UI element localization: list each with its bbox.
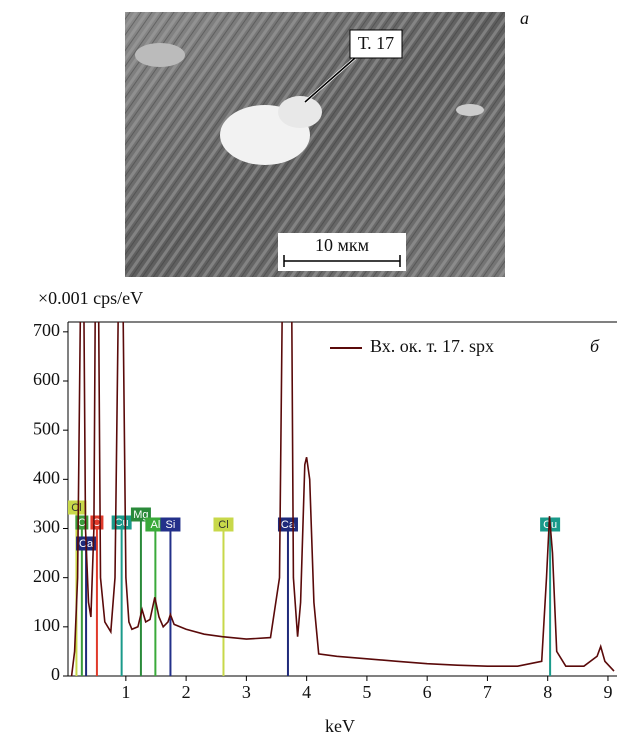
legend-label: Вх. ок. т. 17. spx — [370, 336, 494, 356]
element-label: Al — [150, 519, 160, 531]
x-tick-label: 7 — [483, 682, 492, 702]
y-tick-label: 500 — [33, 418, 60, 438]
scale-box — [278, 233, 406, 271]
micrograph — [125, 12, 505, 277]
x-tick-label: 3 — [242, 682, 251, 702]
element-label: Cu — [115, 517, 129, 529]
element-label: Ca — [281, 519, 296, 531]
element-box — [145, 517, 166, 532]
y-tick-label: 300 — [33, 517, 60, 537]
y-tick-label: 200 — [33, 566, 60, 586]
scale-bar — [283, 255, 401, 267]
scale-label: 10 мкм — [315, 235, 369, 255]
y-tick-label: 700 — [33, 320, 60, 340]
callout-box — [349, 29, 403, 59]
x-tick-label: 2 — [182, 682, 191, 702]
panel-label: б — [590, 336, 600, 356]
element-label: C — [78, 517, 86, 529]
y-tick-label: 100 — [33, 615, 60, 635]
axes — [67, 321, 617, 677]
x-tick-label: 1 — [121, 682, 130, 702]
callout-label: Т. 17 — [358, 33, 394, 53]
x-tick-label: 6 — [423, 682, 432, 702]
x-axis-label: keV — [325, 716, 355, 736]
element-label: Cl — [71, 502, 81, 514]
x-tick-label: 4 — [302, 682, 311, 702]
y-axis-label: ×0.001 cps/eV — [38, 288, 143, 308]
element-box — [213, 517, 234, 532]
y-tick-label: 400 — [33, 467, 60, 487]
panel-label: а — [520, 8, 529, 28]
y-tick-label: 600 — [33, 369, 60, 389]
element-box — [111, 515, 132, 530]
x-tick-label: 8 — [543, 682, 552, 702]
x-tick-label: 9 — [603, 682, 612, 702]
element-box — [160, 517, 181, 532]
element-label: Mg — [133, 509, 148, 521]
element-label: Si — [166, 519, 176, 531]
spectrum-line — [70, 322, 615, 676]
element-label: Cl — [218, 519, 228, 531]
callout-line — [304, 57, 356, 103]
x-tick-label: 5 — [362, 682, 371, 702]
y-tick-label: 0 — [51, 664, 60, 684]
element-label: O — [93, 517, 102, 529]
element-box — [68, 500, 87, 515]
